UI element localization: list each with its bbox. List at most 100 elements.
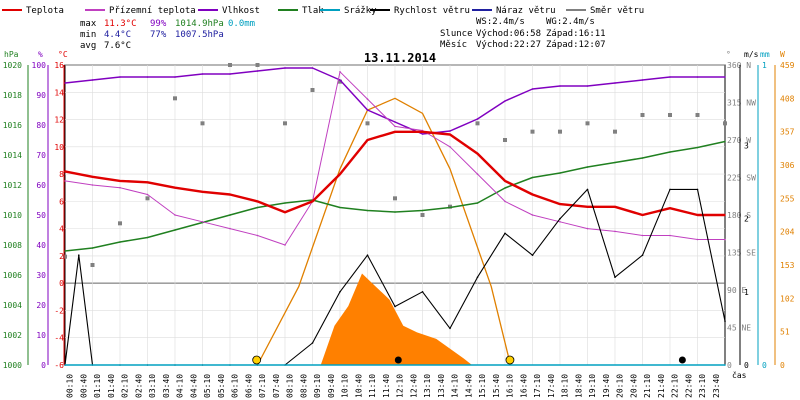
tick-label-pct: 10 — [36, 331, 46, 340]
temperature-line-point — [476, 152, 479, 155]
tick-label-pct: 100 — [32, 61, 47, 70]
tick-label-pct: 80 — [36, 121, 46, 130]
legend-item-teplota: Teplota — [2, 6, 64, 16]
wind-speed-line-point — [366, 254, 369, 256]
wind-direction-point — [310, 88, 315, 92]
ground-temperature-line-point — [201, 221, 204, 223]
temperature-line-point — [724, 214, 726, 216]
ground-temperature-line-point — [724, 238, 726, 241]
axis-ticks: 1020101810161014101210101008100610041002… — [3, 61, 795, 370]
legend-item-srazky: Srážky — [320, 6, 377, 16]
x-tick-label: 15:40 — [492, 374, 501, 398]
stats-avg-label: avg — [80, 41, 96, 51]
ground-temperature-line-point — [614, 230, 616, 233]
tick-label-wm2: 51 — [780, 328, 790, 337]
wind-direction-point — [228, 63, 232, 67]
chart-title: 13.11.2014 — [364, 51, 436, 65]
x-tick-label: 09:40 — [327, 374, 336, 398]
tick-label-hpa: 1004 — [3, 301, 22, 310]
tick-label-degc: 6 — [59, 197, 64, 206]
tick-label-pct: 90 — [36, 91, 46, 100]
pressure-line-point — [119, 241, 121, 243]
humidity-line-point — [476, 118, 479, 120]
pressure-line-point — [531, 176, 534, 179]
tick-label-hpa: 1010 — [3, 211, 22, 220]
ground-temperature-line-point — [339, 71, 341, 73]
wind-direction-point — [145, 196, 150, 201]
stats-max-rain: 0.0mm — [228, 19, 255, 29]
stats-max-press: 1014.9hPa — [175, 19, 224, 29]
temperature-line-point — [146, 181, 149, 184]
tick-label-degc: -4 — [54, 334, 64, 343]
ground-temperature-line-point — [284, 244, 286, 246]
x-tick-label: 20:40 — [629, 374, 638, 398]
tick-label-dir: 180 S — [727, 211, 751, 220]
pressure-line-point — [586, 166, 589, 168]
wind-direction-point — [90, 263, 95, 267]
wind-speed-line-point — [559, 217, 561, 220]
x-tick-label: 22:10 — [671, 374, 680, 398]
wind-speed-line-point — [476, 276, 479, 279]
legend-item-prizemni-teplota: Přízemní teplota — [85, 6, 196, 16]
wind-direction-point — [613, 129, 617, 134]
humidity-line-point — [586, 85, 589, 87]
wind-speed-line-point — [449, 327, 451, 330]
x-tick-label: 18:10 — [561, 374, 570, 398]
pressure-line-point — [256, 206, 259, 209]
wind-direction-point — [255, 63, 260, 67]
wind-speed-line-point — [696, 188, 699, 191]
svg-text:Tlak: Tlak — [302, 6, 324, 16]
ground-temperature-line-point — [174, 214, 176, 216]
x-tick-label: 23:40 — [712, 374, 721, 398]
x-tick-label: 20:10 — [616, 374, 625, 398]
pressure-line-point — [724, 140, 726, 143]
humidity-line-point — [174, 76, 176, 78]
svg-text:Rychlost větru: Rychlost větru — [394, 6, 470, 16]
stats-max-temp: 11.3°C — [104, 19, 137, 29]
x-tick-label: 00:10 — [66, 374, 75, 398]
x-tick-label: 17:40 — [547, 374, 556, 398]
axis-hpa-unit: hPa — [4, 50, 19, 59]
temperature-line-point — [531, 193, 534, 196]
wind-speed-line-point — [394, 305, 396, 308]
tick-label-wm2: 357 — [780, 128, 795, 137]
x-tick-label: 14:10 — [451, 374, 460, 398]
x-axis-labels: 00:10 00:40 01:10 01:40 02:10 02:40 03:10 03:40… — [66, 374, 721, 398]
x-tick-label: 13:40 — [437, 374, 446, 398]
temperature-line-point — [119, 180, 121, 182]
x-tick-label: 02:40 — [134, 374, 143, 398]
humidity-line-point — [64, 82, 66, 84]
pressure-line-point — [229, 214, 231, 216]
info-moonset: Západ:12:07 — [546, 40, 606, 50]
wind-direction-point — [668, 113, 672, 117]
tick-label-degc: -6 — [54, 361, 64, 370]
tick-label-wm2: 204 — [780, 228, 795, 237]
radiation-area — [320, 273, 472, 365]
legend-item-tlak: Tlak — [278, 6, 324, 16]
legend-item-smer-vetru: Směr větru — [566, 6, 644, 16]
svg-text:Náraz větru: Náraz větru — [496, 6, 556, 16]
ground-temperature-line-point — [119, 186, 121, 189]
tick-label-pct: 50 — [36, 211, 46, 220]
legend-item-rychlost-vetru: Rychlost větru — [370, 6, 470, 16]
temperature-line-point — [174, 186, 176, 189]
stats-max-label: max — [80, 19, 97, 29]
x-tick-label: 11:10 — [368, 374, 377, 398]
info-wg: WG:2.4m/s — [546, 17, 595, 27]
humidity-line-point — [256, 70, 259, 72]
svg-text:Přízemní teplota: Přízemní teplota — [109, 6, 196, 16]
x-tick-label: 02:10 — [121, 374, 130, 398]
temperature-line-point — [394, 131, 396, 133]
wind-direction-point — [200, 121, 205, 126]
wind-direction-point — [118, 221, 122, 226]
humidity-line-point — [504, 100, 506, 102]
wind-speed-line-point — [724, 320, 726, 322]
tick-label-dir: 270 W — [727, 136, 751, 145]
humidity-line-point — [284, 67, 286, 69]
temperature-line-point — [64, 170, 66, 173]
ground-temperature-line-point — [476, 173, 479, 175]
humidity-line-point — [449, 130, 451, 132]
temperature-line-point — [421, 131, 424, 133]
x-tick-label: 16:10 — [506, 374, 515, 398]
